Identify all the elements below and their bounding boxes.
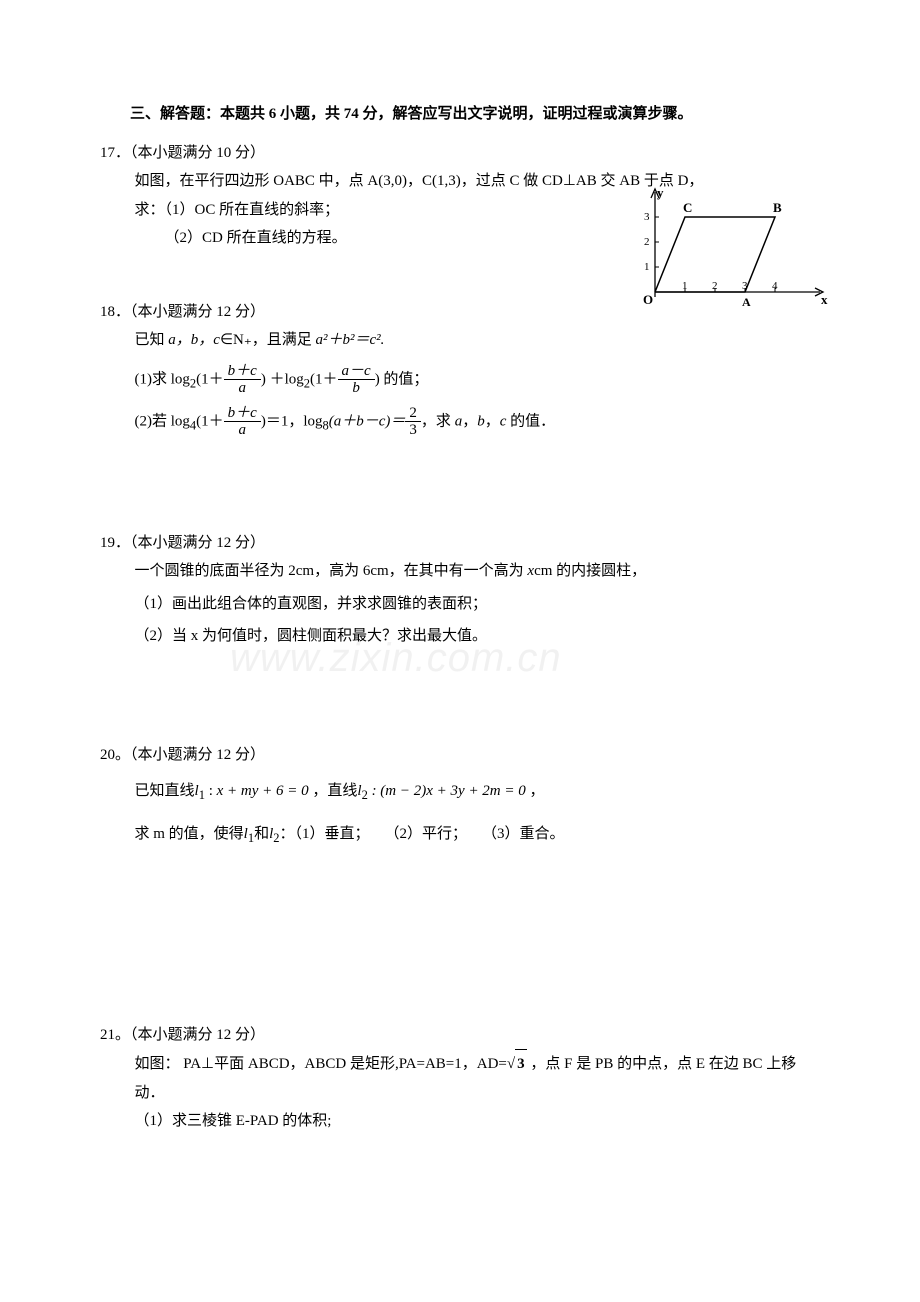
q19-header: 19．（本小题满分 12 分） (100, 529, 820, 558)
point-c: C (683, 200, 692, 215)
q19-line3: （2）当 x 为何值时，圆柱侧面积最大？求出最大值。 (100, 622, 820, 651)
q20-line1: 已知直线l1 : x + my + 6 = 0 ，直线l2 : (m − 2)x… (100, 777, 820, 808)
problem-20: 20。（本小题满分 12 分） 已知直线l1 : x + my + 6 = 0 … (100, 741, 820, 851)
q21-line2: 动． (100, 1079, 820, 1108)
x-axis-label: x (821, 292, 828, 307)
q20-line2: 求 m 的值，使得l1和l2：（1）垂直； （2）平行； （3）重合。 (100, 820, 820, 851)
y-axis-label: y (657, 185, 664, 200)
xtick-2: 2 (712, 280, 718, 292)
origin-label: O (643, 292, 653, 307)
point-a: A (742, 295, 751, 309)
ytick-3: 3 (644, 211, 650, 223)
section-title: 三、解答题：本题共 6 小题，共 74 分，解答应写出文字说明，证明过程或演算步… (100, 100, 820, 129)
ytick-1: 1 (644, 261, 650, 273)
q17-graph: 1 2 3 4 1 2 3 y x O A B C (635, 182, 830, 323)
q17-header: 17．（本小题满分 10 分） (100, 139, 820, 168)
q18-part2: (2)若 log4(1＋b＋ca)＝1，log8(a＋b－c)＝23，求 a，b… (100, 405, 820, 439)
point-b: B (773, 200, 782, 215)
xtick-1: 1 (682, 280, 688, 292)
q19-line1: 一个圆锥的底面半径为 2cm，高为 6cm，在其中有一个高为 xcm 的内接圆柱… (100, 557, 820, 586)
problem-17: 17．（本小题满分 10 分） 如图，在平行四边形 OABC 中，点 A(3,0… (100, 139, 820, 253)
q18-part1: (1)求 log2(1＋b＋ca) ＋log2(1＋a－cb) 的值； (100, 363, 820, 397)
xtick-4: 4 (772, 280, 778, 292)
ytick-2: 2 (644, 236, 650, 248)
q21-line3: （1）求三棱锥 E-PAD 的体积; (100, 1107, 820, 1136)
q20-header: 20。（本小题满分 12 分） (100, 741, 820, 770)
q21-header: 21。（本小题满分 12 分） (100, 1021, 820, 1050)
q19-line2: （1）画出此组合体的直观图，并求求圆锥的表面积； (100, 590, 820, 619)
q21-line1: 如图： PA⊥平面 ABCD，ABCD 是矩形,PA=AB=1，AD=√3 ，点… (100, 1049, 820, 1079)
q18-given: 已知 a，b，c∈N₊，且满足 a²＋b²＝c². (100, 326, 820, 355)
problem-21: 21。（本小题满分 12 分） 如图： PA⊥平面 ABCD，ABCD 是矩形,… (100, 1021, 820, 1136)
problem-19: 19．（本小题满分 12 分） 一个圆锥的底面半径为 2cm，高为 6cm，在其… (100, 529, 820, 651)
